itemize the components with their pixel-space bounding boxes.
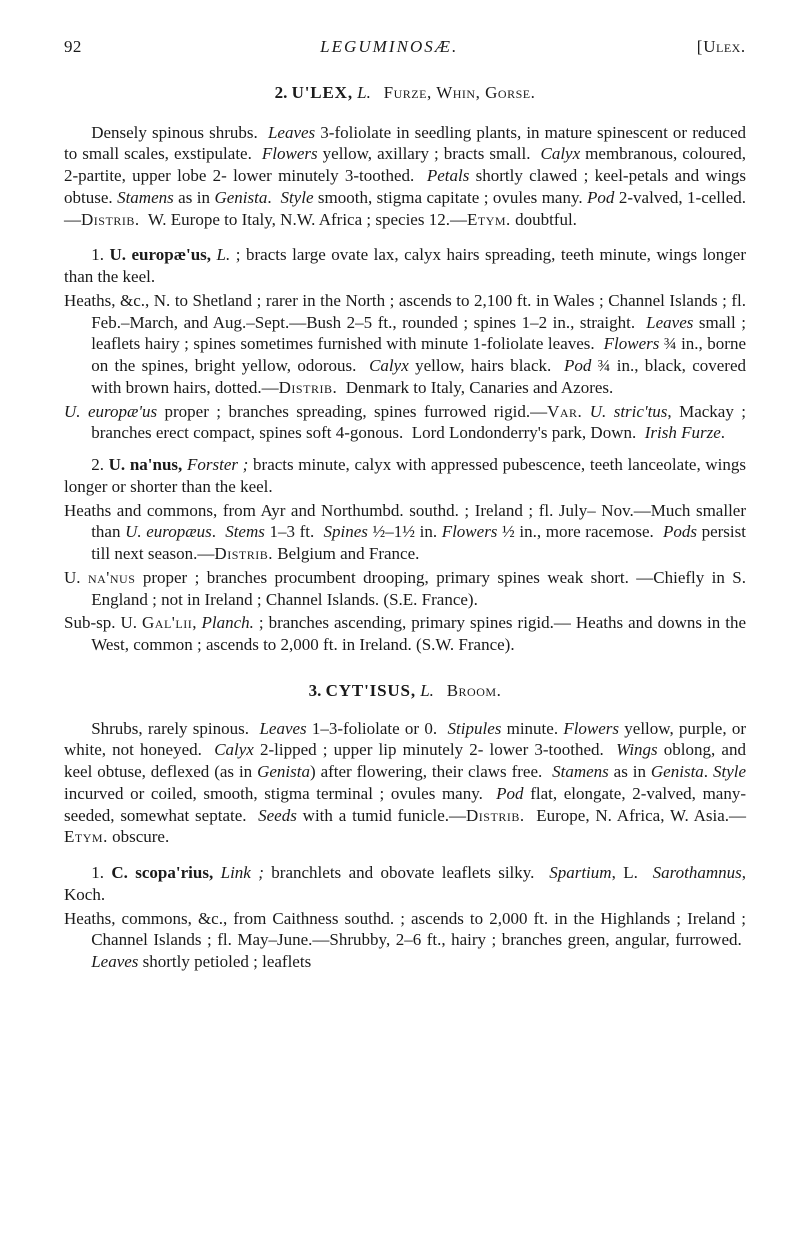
species-entry-scoparius: 1. C. scopa'rius, Link ; branchlets and … bbox=[64, 862, 746, 973]
species-distribution: Heaths, &c., N. to Shetland ; rarer in t… bbox=[64, 290, 746, 399]
running-right: [Ulex. bbox=[697, 36, 746, 58]
species-distribution: Heaths and commons, from Ayr and Northum… bbox=[64, 500, 746, 565]
species-head: 2. U. na'nus, Forster ; bracts minute, c… bbox=[64, 454, 746, 498]
genus-common-names: Furze, Whin, Gorse. bbox=[384, 83, 536, 102]
genus-heading-cytisus: 3. CYT'ISUS, L. Broom. bbox=[64, 680, 746, 702]
running-title: LEGUMINOSÆ. bbox=[320, 36, 458, 58]
species-head: 1. U. europæ'us, L. ; bracts large ovate… bbox=[64, 244, 746, 288]
page-number: 92 bbox=[64, 36, 82, 58]
page: 92 LEGUMINOSÆ. [Ulex. 2. U'LEX, L. Furze… bbox=[0, 0, 800, 1255]
species-distribution: Heaths, commons, &c., from Caithness sou… bbox=[64, 908, 746, 973]
genus-number: 2. bbox=[275, 83, 288, 102]
genus-name: U'LEX, bbox=[292, 83, 353, 102]
species-variety-nanus: U. na'nus proper ; branches procumbent d… bbox=[64, 567, 746, 611]
genus-heading-ulex: 2. U'LEX, L. Furze, Whin, Gorse. bbox=[64, 82, 746, 104]
genus-description-ulex: Densely spinous shrubs. Leaves 3-foliola… bbox=[64, 122, 746, 231]
genus-authority: L. bbox=[357, 83, 371, 102]
genus-description-cytisus: Shrubs, rarely spinous. Leaves 1–3-folio… bbox=[64, 718, 746, 849]
genus-authority: L. bbox=[420, 681, 434, 700]
species-variety: U. europæ'us proper ; branches spreading… bbox=[64, 401, 746, 445]
species-entry-nanus: 2. U. na'nus, Forster ; bracts minute, c… bbox=[64, 454, 746, 656]
species-head: 1. C. scopa'rius, Link ; branchlets and … bbox=[64, 862, 746, 906]
species-entry-europaeus: 1. U. europæ'us, L. ; bracts large ovate… bbox=[64, 244, 746, 444]
genus-name: CYT'ISUS, bbox=[326, 681, 416, 700]
species-subsp-gallii: Sub-sp. U. Gal'lii, Planch. ; branches a… bbox=[64, 612, 746, 656]
running-header: 92 LEGUMINOSÆ. [Ulex. bbox=[64, 36, 746, 58]
genus-number: 3. bbox=[309, 681, 322, 700]
genus-common-names: Broom. bbox=[447, 681, 502, 700]
